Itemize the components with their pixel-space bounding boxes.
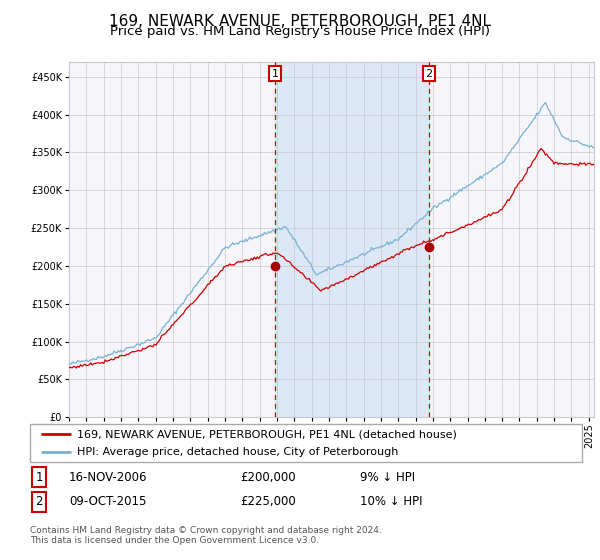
Bar: [275, 62, 429, 417]
Text: 169, NEWARK AVENUE, PETERBOROUGH, PE1 4NL: 169, NEWARK AVENUE, PETERBOROUGH, PE1 4N…: [109, 14, 491, 29]
Text: 9% ↓ HPI: 9% ↓ HPI: [360, 470, 415, 484]
Text: £200,000: £200,000: [240, 470, 296, 484]
Text: Contains HM Land Registry data © Crown copyright and database right 2024.: Contains HM Land Registry data © Crown c…: [30, 526, 382, 535]
Text: Price paid vs. HM Land Registry's House Price Index (HPI): Price paid vs. HM Land Registry's House …: [110, 25, 490, 38]
Text: 16-NOV-2006: 16-NOV-2006: [69, 470, 148, 484]
Text: £225,000: £225,000: [240, 495, 296, 508]
Text: 1: 1: [35, 470, 43, 484]
Text: HPI: Average price, detached house, City of Peterborough: HPI: Average price, detached house, City…: [77, 447, 398, 457]
Text: 2: 2: [425, 69, 433, 79]
FancyBboxPatch shape: [30, 424, 582, 462]
Text: 10% ↓ HPI: 10% ↓ HPI: [360, 495, 422, 508]
Text: 169, NEWARK AVENUE, PETERBOROUGH, PE1 4NL (detached house): 169, NEWARK AVENUE, PETERBOROUGH, PE1 4N…: [77, 429, 457, 439]
Text: 09-OCT-2015: 09-OCT-2015: [69, 495, 146, 508]
Text: This data is licensed under the Open Government Licence v3.0.: This data is licensed under the Open Gov…: [30, 536, 319, 545]
Text: 1: 1: [271, 69, 278, 79]
Text: 2: 2: [35, 495, 43, 508]
